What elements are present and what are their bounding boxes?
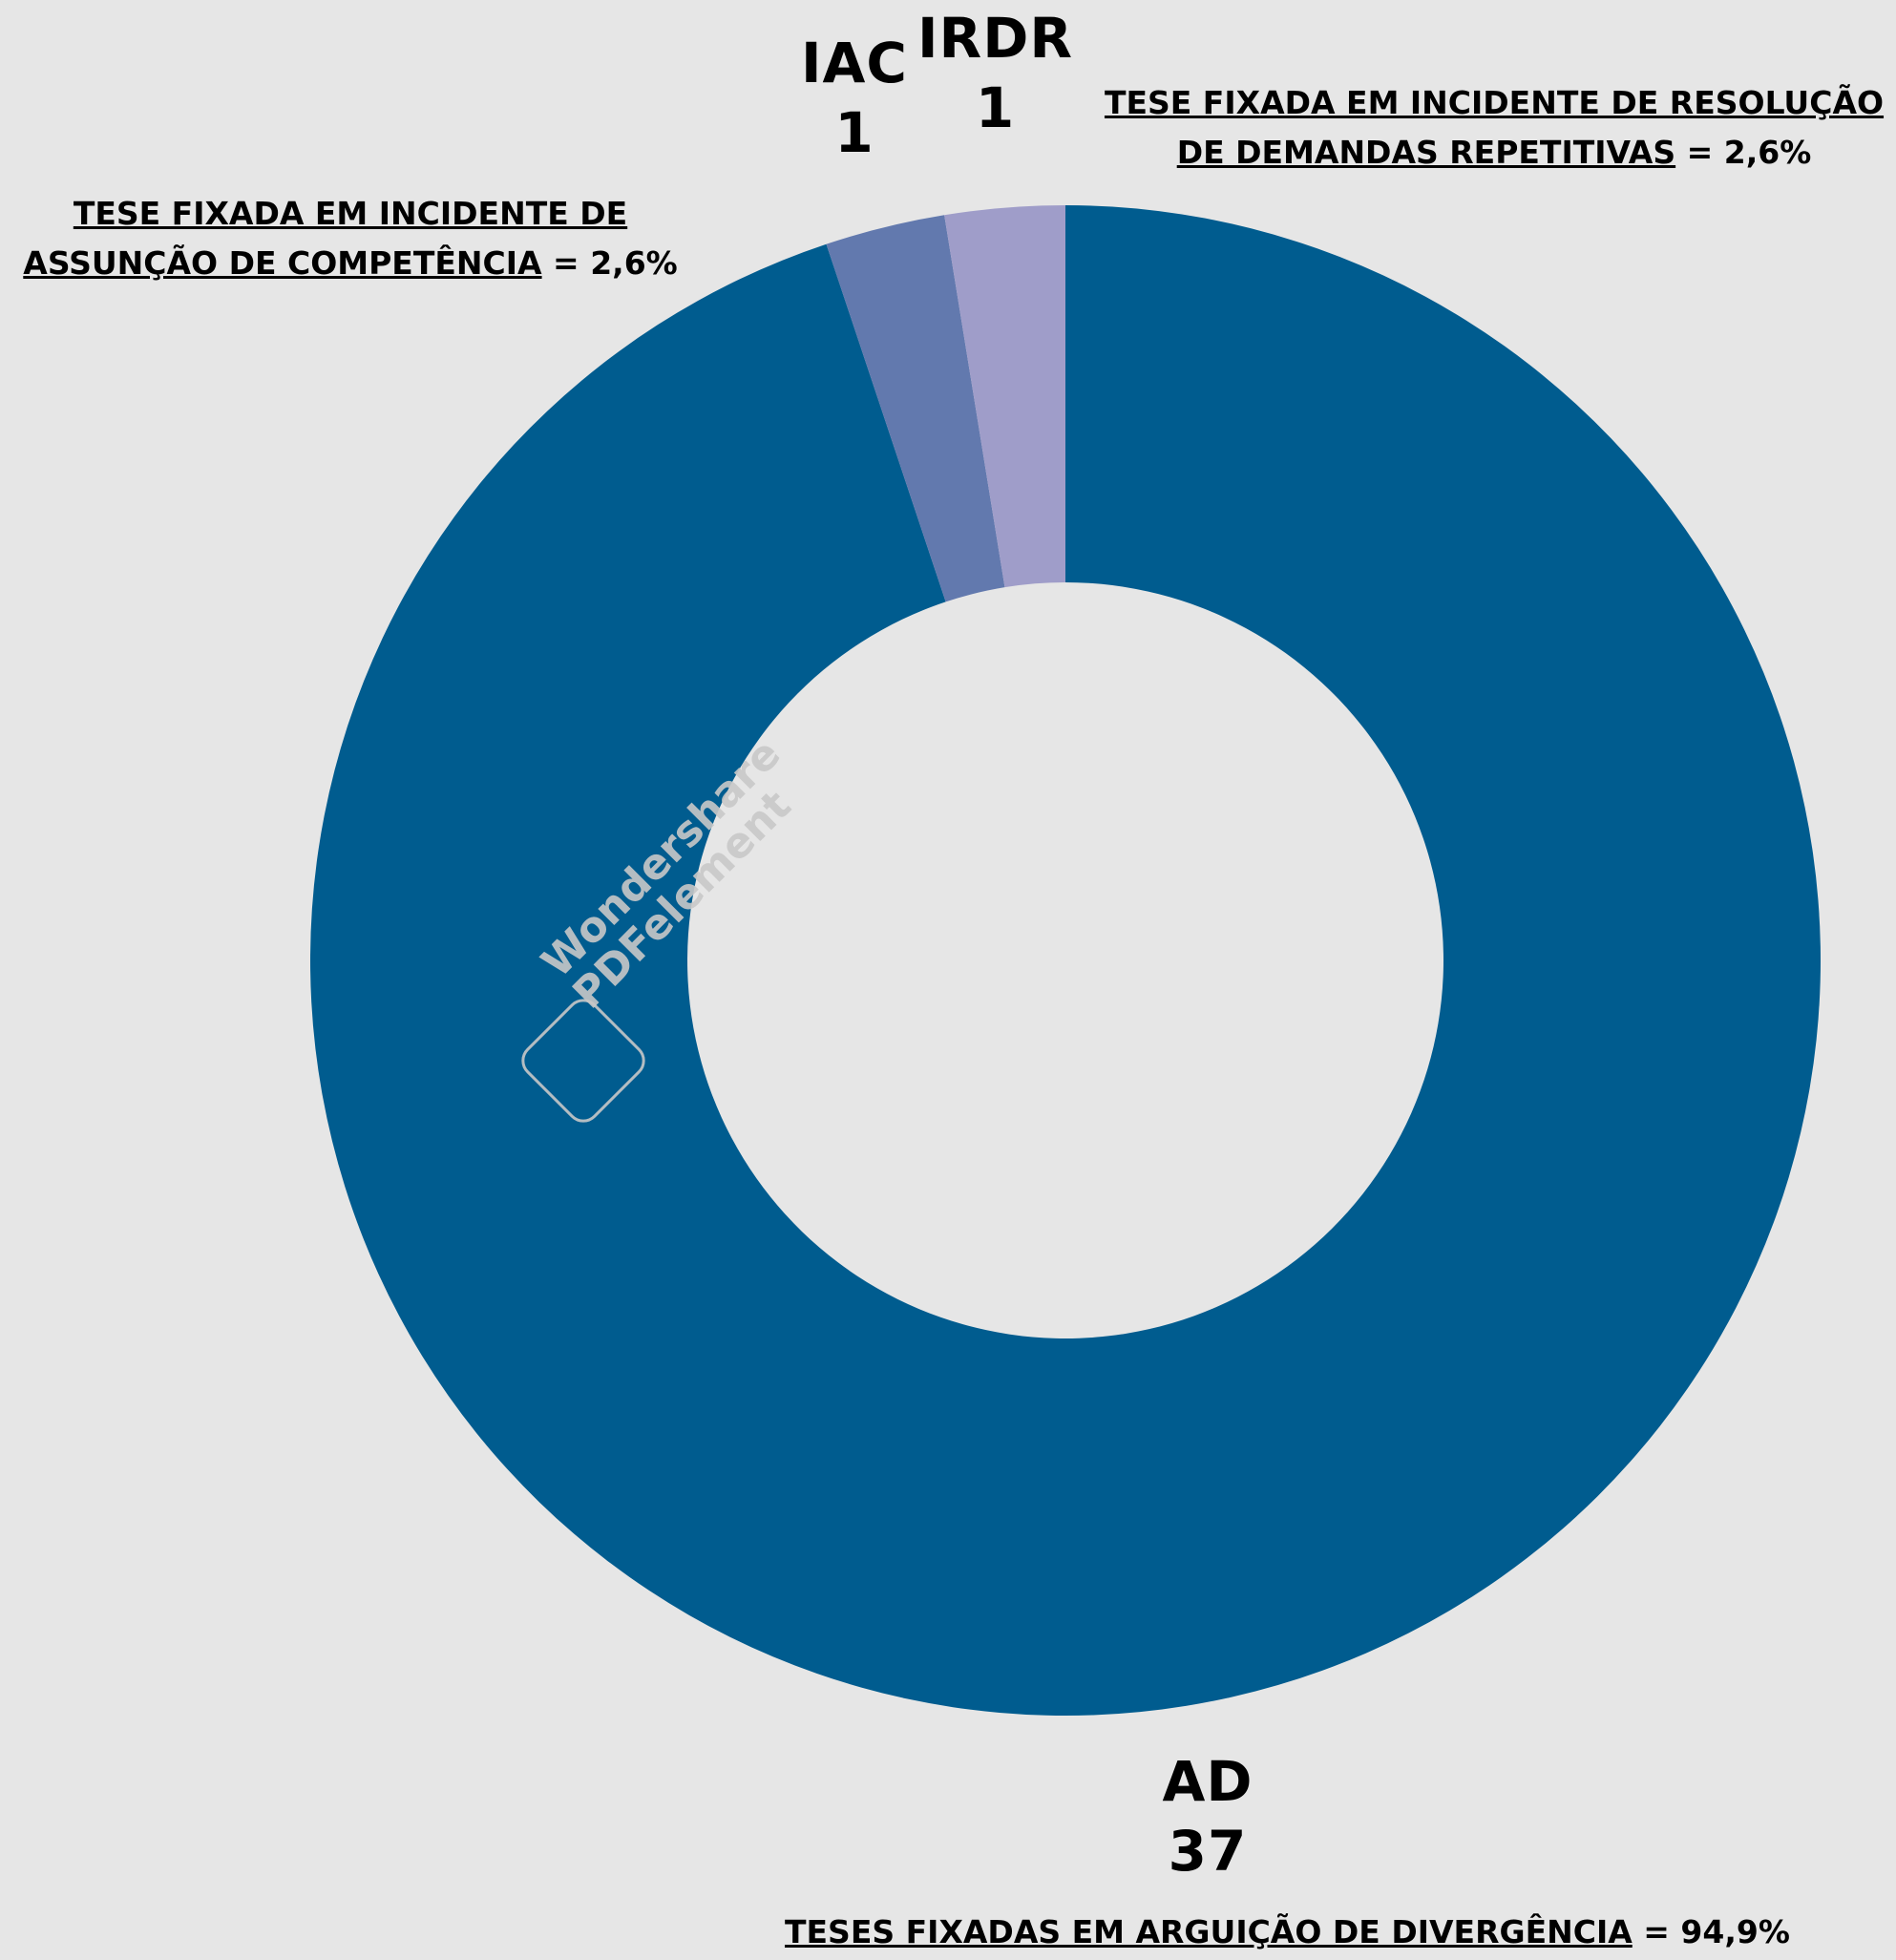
iac-desc-line1: TESE FIXADA EM INCIDENTE DE <box>73 195 628 232</box>
irdr-desc-line2: DE DEMANDAS REPETITIVAS <box>1176 134 1676 171</box>
irdr-description: TESE FIXADA EM INCIDENTE DE RESOLUÇÃO DE… <box>1098 78 1890 178</box>
ad-code: AD <box>1162 1749 1253 1814</box>
iac-desc-line2: ASSUNÇÃO DE COMPETÊNCIA <box>23 244 542 282</box>
ad-count: 37 <box>1168 1818 1248 1884</box>
iac-percent: = 2,6% <box>541 244 678 282</box>
slice-irdr <box>944 205 1065 588</box>
slice-ad <box>310 205 1822 1717</box>
iac-code: IAC <box>800 31 909 95</box>
irdr-code: IRDR <box>916 6 1074 71</box>
irdr-count: 1 <box>975 74 1016 140</box>
iac-description: TESE FIXADA EM INCIDENTE DE ASSUNÇÃO DE … <box>21 189 680 288</box>
iac-label: IAC 1 <box>792 29 916 167</box>
iac-count: 1 <box>834 99 874 165</box>
ad-desc: TESES FIXADAS EM ARGUIÇÃO DE DIVERGÊNCIA <box>785 1913 1633 1950</box>
irdr-desc-line1: TESE FIXADA EM INCIDENTE DE RESOLUÇÃO <box>1104 84 1885 121</box>
ad-description: TESES FIXADAS EM ARGUIÇÃO DE DIVERGÊNCIA… <box>785 1907 1790 1957</box>
ad-label: AD 37 <box>1127 1747 1289 1886</box>
irdr-label: IRDR 1 <box>912 4 1079 142</box>
ad-percent: = 94,9% <box>1632 1913 1790 1950</box>
irdr-percent: = 2,6% <box>1675 134 1812 171</box>
slice-iac <box>826 215 1005 602</box>
